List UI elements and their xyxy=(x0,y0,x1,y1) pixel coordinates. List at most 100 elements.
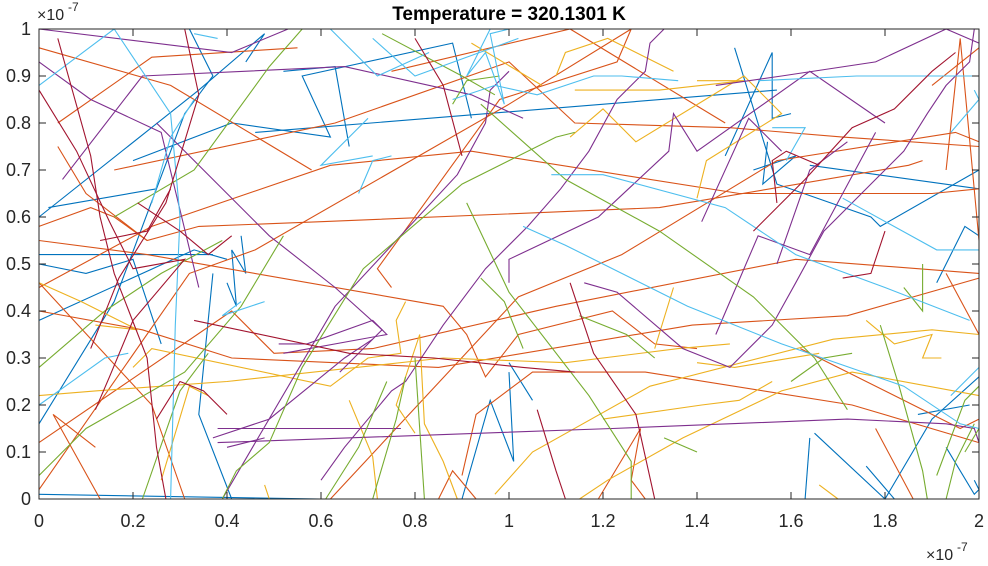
trajectory-line-5-2 xyxy=(38,240,223,368)
trajectory-line-6-5 xyxy=(330,28,430,77)
y-tick-label-1: 0.1 xyxy=(6,442,31,462)
trajectory-line-6-10 xyxy=(452,75,679,101)
trajectory-line-2-14 xyxy=(329,131,980,500)
trajectory-line-3-10 xyxy=(569,75,783,199)
trajectory-line-3-6 xyxy=(395,334,458,500)
trajectory-line-5-10 xyxy=(480,103,848,410)
trajectory-line-2-17 xyxy=(875,428,914,500)
trajectory-line-6-16 xyxy=(950,367,980,396)
trajectory-line-3-14 xyxy=(818,484,839,500)
trajectory-line-1-22 xyxy=(48,188,157,209)
trajectory-line-1-17 xyxy=(804,437,811,500)
trajectory-line-5-11 xyxy=(879,324,928,500)
trajectory-line-6-19 xyxy=(772,127,807,161)
y-axis-ticks: 0 0.1 0.2 0.3 0.4 0.5 0.6 0.7 0.8 0.9 1 xyxy=(6,19,979,509)
trajectory-line-6-4 xyxy=(151,99,195,204)
x-tick-label-6: 1.2 xyxy=(590,511,615,531)
trajectory-line-1-15 xyxy=(814,376,980,500)
x-axis-multiplier: ×10 -7 xyxy=(926,540,968,564)
trajectory-line-7-5 xyxy=(193,319,575,373)
x-tick-label-2: 0.4 xyxy=(214,511,239,531)
trajectory-line-2-15 xyxy=(438,469,477,500)
trajectory-line-6-13 xyxy=(842,197,979,251)
trajectory-line-7-2 xyxy=(57,38,167,500)
trajectory-line-5-21 xyxy=(480,277,524,349)
trajectory-line-2-9 xyxy=(52,413,101,500)
plot-area-border xyxy=(38,28,980,500)
trajectory-line-1-20 xyxy=(461,372,515,500)
trajectory-line-6-12 xyxy=(551,174,970,321)
trajectory-line-2-12 xyxy=(114,61,980,171)
trajectory-line-7-9 xyxy=(414,38,463,157)
trajectory-line-4-14 xyxy=(776,141,848,265)
trajectory-line-7-10 xyxy=(156,380,228,420)
trajectory-line-1-10 xyxy=(255,89,777,133)
trajectory-line-2-21 xyxy=(945,273,980,335)
trajectory-line-6-3 xyxy=(113,28,181,500)
trajectory-line-4-13 xyxy=(715,28,980,86)
trajectory-line-5-8 xyxy=(372,376,407,500)
trajectory-line-4-11 xyxy=(508,70,886,283)
trajectory-line-7-3 xyxy=(90,28,200,349)
trajectory-line-1-7 xyxy=(198,273,233,500)
y-tick-label-6: 0.6 xyxy=(6,207,31,227)
trajectory-line-1-16 xyxy=(865,465,895,500)
trajectory-line-1-8 xyxy=(38,33,266,218)
trajectory-line-3-3 xyxy=(132,301,407,387)
x-tick-label-0: 0 xyxy=(34,511,44,531)
trajectory-line-3-11 xyxy=(555,37,674,77)
y-multiplier-exponent: -7 xyxy=(68,0,79,14)
trajectory-line-2-8 xyxy=(57,47,298,124)
trajectory-line-5-20 xyxy=(325,381,388,500)
trajectory-line-4-15 xyxy=(38,61,200,288)
trajectory-line-5-18 xyxy=(964,428,980,453)
y-tick-label-5: 0.5 xyxy=(6,254,31,274)
trajectory-line-2-10 xyxy=(38,258,980,444)
trajectory-line-3-5 xyxy=(348,400,378,500)
trajectory-line-1-12 xyxy=(753,141,797,186)
trajectory-line-5-4 xyxy=(221,131,575,500)
trajectory-line-1-3 xyxy=(38,249,228,321)
x-tick-label-3: 0.6 xyxy=(308,511,333,531)
trajectory-line-3-9 xyxy=(602,381,773,420)
x-tick-label-8: 1.6 xyxy=(778,511,803,531)
trajectory-line-6-2 xyxy=(38,352,129,406)
trajectory-line-5-16 xyxy=(452,75,500,105)
trajectory-line-6-1 xyxy=(38,28,115,86)
trajectory-line-3-12 xyxy=(574,80,745,91)
trajectory-line-2-16 xyxy=(597,428,646,500)
trajectory-line-7-4 xyxy=(137,202,233,256)
trajectory-line-5-13 xyxy=(945,423,975,500)
trajectory-line-3-15 xyxy=(865,319,942,359)
y-tick-label-9: 0.9 xyxy=(6,66,31,86)
trajectory-line-4-8 xyxy=(226,437,265,448)
trajectory-line-7-1 xyxy=(38,89,187,410)
trajectory-line-7-12 xyxy=(99,188,172,242)
trajectory-line-4-6 xyxy=(320,28,665,481)
trajectory-line-5-7 xyxy=(141,352,209,500)
trajectory-line-2-11 xyxy=(376,28,632,288)
trajectory-line-1-21 xyxy=(936,225,980,284)
y-tick-label-4: 0.4 xyxy=(6,301,31,321)
trajectory-line-1-13 xyxy=(734,47,980,228)
y-multiplier-base: ×10 xyxy=(37,7,64,24)
trajectory-line-5-17 xyxy=(579,315,656,359)
trajectory-line-3-7 xyxy=(494,329,980,495)
trajectory-line-3-4 xyxy=(160,385,209,481)
trajectory-line-1-14 xyxy=(809,164,980,190)
trajectory-line-7-7 xyxy=(753,52,956,232)
trajectory-line-2-13 xyxy=(461,371,980,476)
trajectory-line-7-8 xyxy=(771,150,820,203)
trajectory-line-5-6 xyxy=(414,357,425,500)
trajectory-line-1-19 xyxy=(917,404,970,415)
chart-title: Temperature = 320.1301 K xyxy=(392,4,626,25)
y-tick-label-10: 1 xyxy=(21,19,31,39)
x-tick-label-10: 2 xyxy=(974,511,984,531)
trajectory-line-6-9 xyxy=(466,28,510,105)
x-multiplier-base: ×10 xyxy=(926,547,953,564)
trajectory-line-5-5 xyxy=(466,202,632,499)
trajectory-line-4-12 xyxy=(584,28,975,369)
trajectory-line-2-4 xyxy=(57,146,148,241)
trajectory-line-2-1 xyxy=(38,47,312,171)
trajectory-line-6-8 xyxy=(372,37,519,77)
